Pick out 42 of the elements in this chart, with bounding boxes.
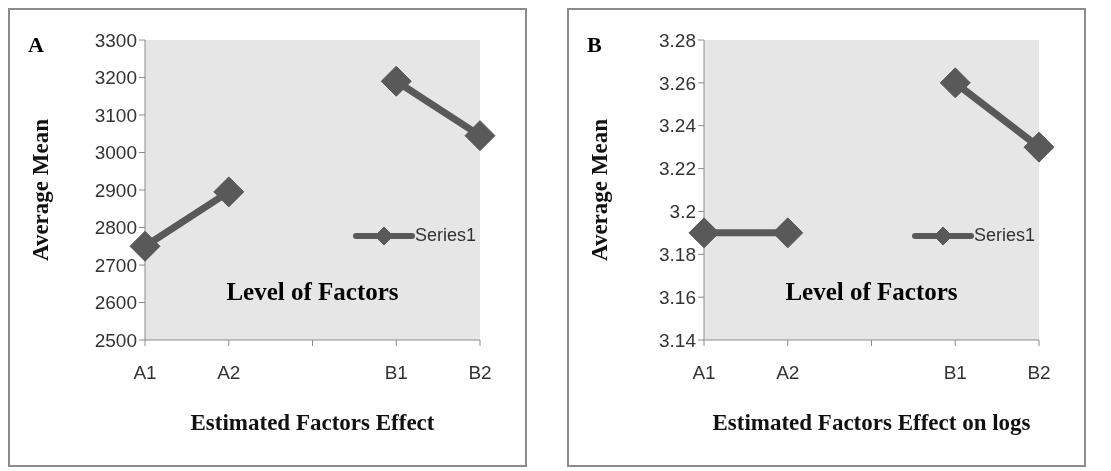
y-tick-label: 3.22 xyxy=(659,158,696,180)
y-tick-label: 3.18 xyxy=(659,244,696,266)
point xyxy=(464,120,496,152)
y-tick-label: 3300 xyxy=(94,29,137,51)
legend-label: Series1 xyxy=(973,225,1035,246)
y-axis-title: Average Mean xyxy=(28,118,54,261)
x-tick-label: B2 xyxy=(1027,362,1051,384)
point xyxy=(939,67,971,99)
y-tick-label: 3.2 xyxy=(669,201,696,223)
y-tick-label: 3.16 xyxy=(659,286,696,308)
x-axis-title: Estimated Factors Effect on logs xyxy=(712,410,1031,435)
y-tick-label: 3100 xyxy=(94,104,137,126)
y-tick-label: 3.26 xyxy=(659,72,696,94)
x-axis-title: Estimated Factors Effect xyxy=(190,410,435,435)
y-tick-label: 3.14 xyxy=(659,329,697,351)
y-axis-title: Average Mean xyxy=(587,118,613,261)
y-tick-label: 3.24 xyxy=(659,115,697,137)
point xyxy=(380,65,412,97)
y-tick-label: 2700 xyxy=(94,254,137,276)
annotation: Level of Factors xyxy=(784,278,959,306)
legend-label: Series1 xyxy=(414,225,476,246)
y-tick-label: 2800 xyxy=(94,217,137,239)
y-tick-label: 2900 xyxy=(94,179,137,201)
y-tick-label: 2600 xyxy=(94,292,137,314)
text: A xyxy=(28,32,44,58)
point xyxy=(1023,131,1055,163)
y-tick-label: 3.28 xyxy=(659,29,696,51)
y-tick-label: 3200 xyxy=(94,67,137,89)
point xyxy=(772,217,804,249)
annotation: Level of Factors xyxy=(225,278,400,306)
text: B xyxy=(587,32,602,58)
x-tick-label: A1 xyxy=(692,362,716,384)
x-tick-label: A2 xyxy=(217,362,241,384)
x-tick-label: B2 xyxy=(468,362,492,384)
y-tick-label: 3000 xyxy=(94,142,137,164)
y-tick-label: 2500 xyxy=(94,329,137,351)
x-tick-label: A2 xyxy=(776,362,800,384)
point xyxy=(688,217,720,249)
x-tick-label: A1 xyxy=(133,362,157,384)
x-tick-label: B1 xyxy=(384,362,408,384)
x-tick-label: B1 xyxy=(943,362,967,384)
point xyxy=(213,176,245,208)
